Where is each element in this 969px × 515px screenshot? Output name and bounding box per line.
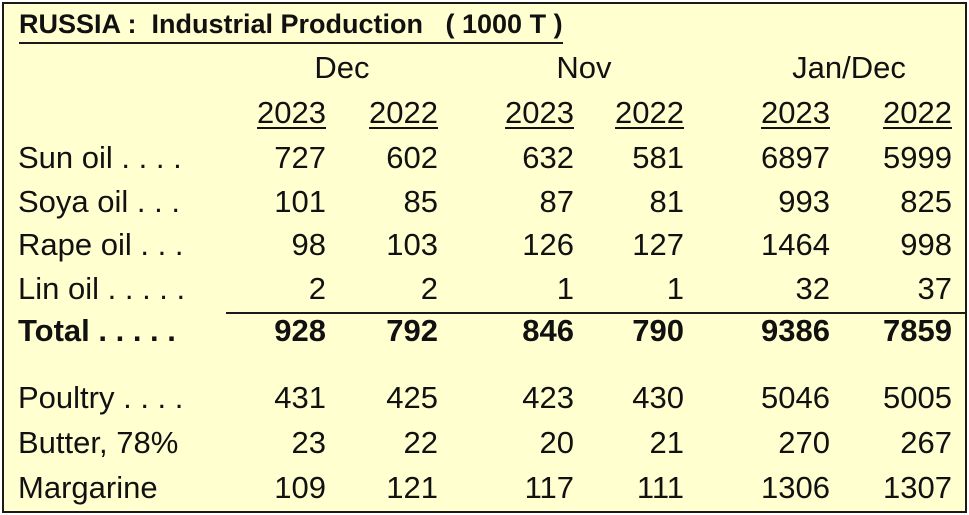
row-label-dots: . . . [131,227,184,262]
year-header-jan-dec-2022: 2022 [883,95,952,130]
total-separator-line [226,312,966,314]
row-label-text: Rape oil [18,227,132,262]
cell-total-jan-dec-2023: 9386 [761,313,830,348]
cell-sun-oil-jan-dec-2023: 6897 [761,140,830,175]
cell-poultry-dec-2022: 425 [386,380,438,415]
cell-butter-78-jan-dec-2022: 267 [900,425,952,460]
cell-butter-78-dec-2022: 22 [403,425,438,460]
cell-rape-oil-dec-2023: 98 [291,227,326,262]
cell-sun-oil-jan-dec-2022: 5999 [883,140,952,175]
cell-lin-oil-nov-2022: 1 [666,271,684,306]
cell-sun-oil-dec-2023: 727 [274,140,326,175]
cell-rape-oil-dec-2022: 103 [386,227,438,262]
row-label-text: Margarine [18,470,158,505]
cell-lin-oil-nov-2023: 1 [556,271,574,306]
cell-sun-oil-dec-2022: 602 [386,140,438,175]
row-label-margarine: Margarine [18,470,158,506]
cell-total-dec-2023: 928 [274,313,326,348]
cell-soya-oil-nov-2022: 81 [649,184,684,219]
cell-margarine-nov-2022: 111 [636,470,684,505]
cell-lin-oil-jan-dec-2023: 32 [795,271,830,306]
year-header-nov-2023: 2023 [505,95,574,130]
row-label-rape-oil: Rape oil . . . [18,227,183,263]
cell-lin-oil-jan-dec-2022: 37 [917,271,952,306]
cell-sun-oil-nov-2022: 581 [632,140,684,175]
row-label-dots: . . . . [112,140,182,175]
cell-soya-oil-dec-2022: 85 [403,184,438,219]
cell-total-nov-2023: 846 [522,313,574,348]
cell-rape-oil-nov-2022: 127 [632,227,684,262]
cell-rape-oil-nov-2023: 126 [522,227,574,262]
group-header-jan-dec: Jan/Dec [792,50,906,85]
cell-poultry-jan-dec-2022: 5005 [883,380,952,415]
row-label-total: Total . . . . . [18,313,176,349]
cell-soya-oil-nov-2023: 87 [539,184,574,219]
row-label-dots: . . . . . [89,313,176,348]
cell-poultry-nov-2023: 423 [522,380,574,415]
cell-poultry-jan-dec-2023: 5046 [761,380,830,415]
cell-rape-oil-jan-dec-2023: 1464 [761,227,830,262]
row-label-sun-oil: Sun oil . . . . [18,140,182,176]
cell-lin-oil-dec-2023: 2 [308,271,326,306]
row-label-dots: . . . . [114,380,184,415]
cell-soya-oil-dec-2023: 101 [274,184,326,219]
row-label-dots: . . . . . [99,271,186,306]
row-label-text: Poultry [18,380,115,415]
cell-butter-78-dec-2023: 23 [291,425,326,460]
cell-poultry-dec-2023: 431 [274,380,326,415]
cell-margarine-dec-2023: 109 [274,470,326,505]
row-label-butter-78: Butter, 78% [18,425,178,461]
year-header-jan-dec-2023: 2023 [761,95,830,130]
cell-lin-oil-dec-2022: 2 [420,271,438,306]
row-label-text: Lin oil [18,271,99,306]
cell-total-nov-2022: 790 [632,313,684,348]
cell-poultry-nov-2022: 430 [632,380,684,415]
cell-margarine-dec-2022: 121 [386,470,438,505]
cell-butter-78-nov-2023: 20 [539,425,574,460]
cell-margarine-nov-2023: 117 [524,470,574,505]
cell-butter-78-nov-2022: 21 [649,425,684,460]
cell-butter-78-jan-dec-2023: 270 [778,425,830,460]
row-label-dots: . . . [128,184,180,219]
cell-soya-oil-jan-dec-2023: 993 [778,184,830,219]
group-header-dec: Dec [314,50,370,85]
row-label-text: Soya oil [18,184,129,219]
cell-total-jan-dec-2022: 7859 [883,313,952,348]
row-label-text: Sun oil [18,140,113,175]
row-label-text: Butter, 78% [18,425,179,460]
row-label-text: Total [18,313,90,348]
year-header-dec-2023: 2023 [257,95,326,130]
cell-margarine-jan-dec-2022: 1307 [883,470,952,505]
cell-sun-oil-nov-2023: 632 [522,140,574,175]
cell-rape-oil-jan-dec-2022: 998 [900,227,952,262]
row-label-soya-oil: Soya oil . . . [18,184,180,220]
group-header-nov: Nov [556,50,612,85]
row-label-lin-oil: Lin oil . . . . . [18,271,185,307]
cell-soya-oil-jan-dec-2022: 825 [900,184,952,219]
cell-margarine-jan-dec-2023: 1306 [761,470,830,505]
year-header-nov-2022: 2022 [615,95,684,130]
year-header-dec-2022: 2022 [369,95,438,130]
table-title: RUSSIA : Industrial Production ( 1000 T … [19,7,563,44]
cell-total-dec-2022: 792 [386,313,438,348]
row-label-poultry: Poultry . . . . [18,380,183,416]
